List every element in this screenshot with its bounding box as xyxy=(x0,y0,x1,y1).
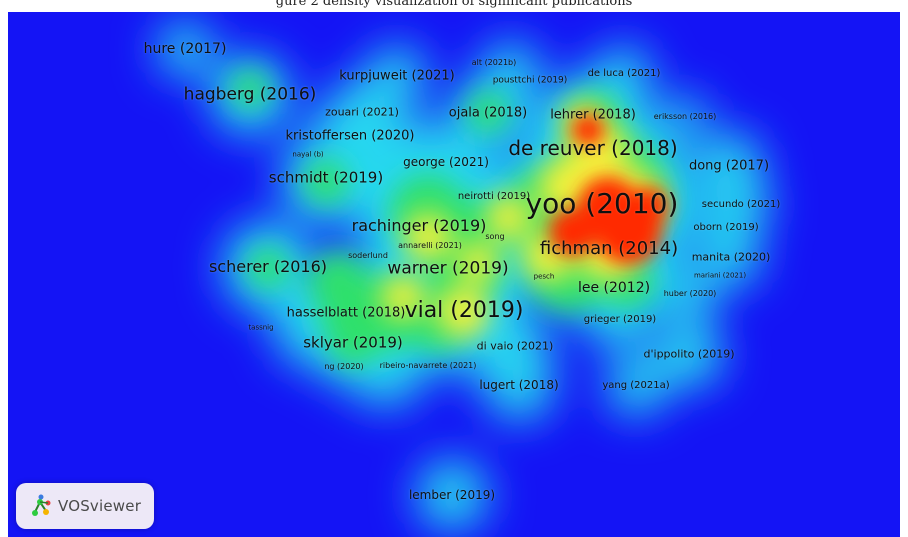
label-soderlund[interactable]: soderlund xyxy=(348,251,388,260)
density-blob xyxy=(157,21,213,77)
label-george-2021[interactable]: george (2021) xyxy=(403,155,489,169)
density-blob xyxy=(248,248,288,288)
label-schmidt-2019[interactable]: schmidt (2019) xyxy=(268,168,384,187)
density-blob xyxy=(437,286,489,338)
density-blob xyxy=(416,459,488,531)
density-blob xyxy=(404,213,452,261)
label-rachinger-2019[interactable]: rachinger (2019) xyxy=(351,216,487,235)
label-lember-2019[interactable]: lember (2019) xyxy=(408,488,496,502)
density-blob xyxy=(329,318,377,366)
label-de-luca-2021[interactable]: de luca (2021) xyxy=(587,68,661,79)
label-vial-2019[interactable]: vial (2019) xyxy=(404,298,524,323)
vosviewer-logo[interactable]: VOSviewer xyxy=(16,483,154,529)
label-ribeiro-navarrete-2021[interactable]: ribeiro-navarrete (2021) xyxy=(379,361,477,370)
label-song[interactable]: song xyxy=(485,232,505,241)
density-blob xyxy=(381,275,425,319)
density-map[interactable]: hure (2017) hagberg (2016) kurpjuweit (2… xyxy=(8,12,900,537)
label-fichman-2014[interactable]: fichman (2014) xyxy=(539,238,679,259)
label-sklyar-2019[interactable]: sklyar (2019) xyxy=(303,333,403,352)
label-kurpjuweit-2021[interactable]: kurpjuweit (2021) xyxy=(339,68,455,84)
label-hure-2017[interactable]: hure (2017) xyxy=(143,41,227,57)
density-blob xyxy=(232,71,268,107)
density-blob xyxy=(655,320,723,388)
figure-caption-text: gure 2 density visualization of signific… xyxy=(275,0,633,9)
label-alt-2021b[interactable]: alt (2021b) xyxy=(471,58,517,67)
density-blob xyxy=(701,227,761,287)
label-oborn-2019[interactable]: oborn (2019) xyxy=(693,222,759,233)
label-lugert-2018[interactable]: lugert (2018) xyxy=(479,378,559,392)
label-nayal-b[interactable]: nayal (b) xyxy=(292,150,324,159)
density-blob xyxy=(549,208,597,256)
label-lee-2012[interactable]: lee (2012) xyxy=(577,280,651,296)
density-blob xyxy=(663,95,707,139)
density-blob xyxy=(572,114,604,146)
figure-caption-cutoff: gure 2 density visualization of signific… xyxy=(0,0,908,12)
label-di-vaio-2021[interactable]: di vaio (2021) xyxy=(476,339,554,353)
vosviewer-brand-text: VOSviewer xyxy=(58,497,142,515)
label-annarelli-2021[interactable]: annarelli (2021) xyxy=(398,241,462,250)
label-kristoffersen-2020[interactable]: kristoffersen (2020) xyxy=(285,128,415,144)
label-de-reuver-2018[interactable]: de reuver (2018) xyxy=(508,136,678,160)
density-blob xyxy=(664,268,716,320)
label-hasselblatt-2018[interactable]: hasselblatt (2018) xyxy=(286,305,406,321)
label-manita-2020[interactable]: manita (2020) xyxy=(691,250,771,264)
label-grieger-2019[interactable]: grieger (2019) xyxy=(583,314,657,325)
density-blob xyxy=(304,160,348,204)
label-dong-2017[interactable]: dong (2017) xyxy=(688,158,770,174)
label-yoo-2010[interactable]: yoo (2010) xyxy=(525,187,679,220)
density-blob xyxy=(468,92,508,132)
density-blob xyxy=(486,195,530,239)
label-secundo-2021[interactable]: secundo (2021) xyxy=(701,199,781,210)
label-lehrer-2018[interactable]: lehrer (2018) xyxy=(550,107,636,123)
label-ng-2020[interactable]: ng (2020) xyxy=(324,362,364,371)
density-blob xyxy=(483,349,555,421)
label-mariani-2021[interactable]: mariani (2021) xyxy=(693,271,747,280)
label-zouari-2021[interactable]: zouari (2021) xyxy=(325,105,399,119)
label-pesch[interactable]: pesch xyxy=(533,272,555,281)
label-warner-2019[interactable]: warner (2019) xyxy=(387,258,509,279)
label-tassnig[interactable]: tassnig xyxy=(248,323,274,332)
label-hagberg-2016[interactable]: hagberg (2016) xyxy=(183,84,317,105)
density-blob xyxy=(628,187,668,227)
label-scherer-2016[interactable]: scherer (2016) xyxy=(208,257,328,276)
vosviewer-logo-icon xyxy=(32,494,51,516)
density-blob xyxy=(458,242,498,282)
label-dippolito-2019[interactable]: d'ippolito (2019) xyxy=(643,347,735,361)
density-blob xyxy=(606,356,666,416)
label-huber-2020[interactable]: huber (2020) xyxy=(663,289,717,298)
label-eriksson-2016[interactable]: eriksson (2016) xyxy=(653,112,717,121)
label-yang-2021a[interactable]: yang (2021a) xyxy=(602,380,670,391)
density-peak-layer xyxy=(549,114,668,264)
label-pousttchi-2019[interactable]: pousttchi (2019) xyxy=(492,75,568,86)
label-ojala-2018[interactable]: ojala (2018) xyxy=(448,105,528,121)
label-neirotti-2019[interactable]: neirotti (2019) xyxy=(457,191,531,202)
density-heatmap xyxy=(8,12,900,537)
